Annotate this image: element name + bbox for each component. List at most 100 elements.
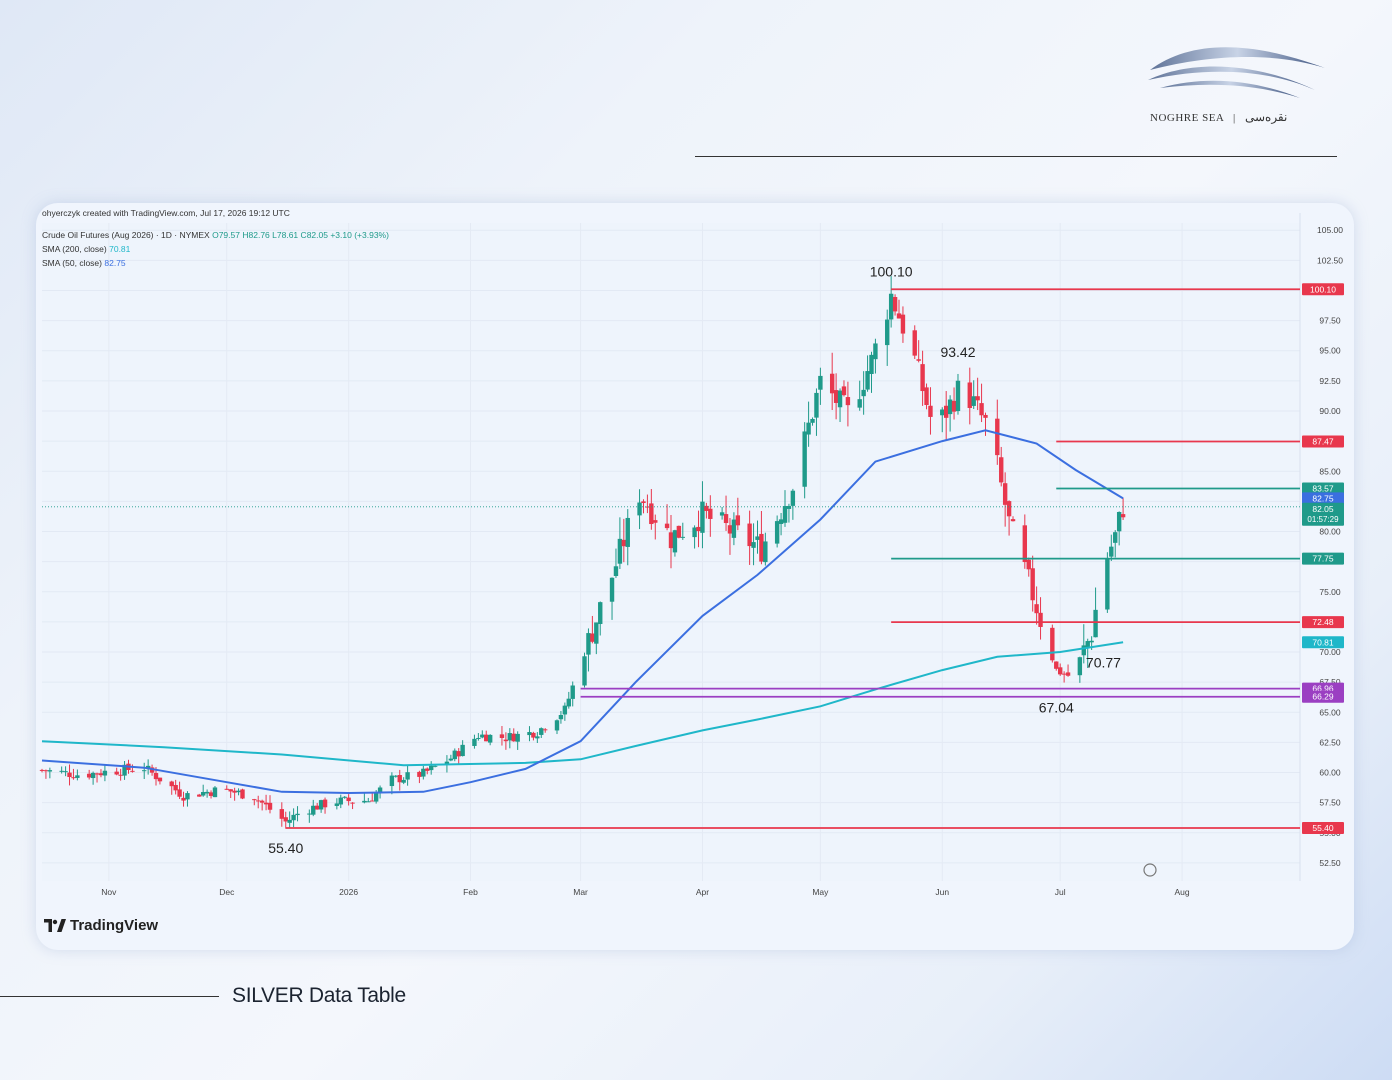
candle-body [558,715,564,720]
candle-body [224,788,229,790]
sma50-value: 82.75 [104,258,126,268]
candle-body [845,397,851,406]
candle-body [1026,559,1031,570]
price-annotation: 100.10 [870,263,913,279]
candle-body [955,380,961,412]
candle-body [252,799,257,801]
candle-body [63,771,68,773]
x-tick-label: May [812,887,829,897]
candle-body [543,729,548,731]
candle-body [586,633,591,655]
candle-body [967,382,972,408]
candle-body [928,405,933,417]
candle-body [153,773,159,780]
candle-body [1010,519,1016,522]
candle-body [181,797,186,801]
y-tick-label: 90.00 [1319,406,1341,416]
candle-body [841,386,847,396]
candle-body [873,343,878,360]
candle-body [782,506,788,523]
noghre-sea-logo [1148,47,1325,98]
candle-body [432,765,438,767]
candle-body [947,399,953,415]
candle-body [708,508,713,519]
candle-body [995,418,1000,456]
chart-card: 105.00102.50100.0097.5095.0092.5090.0087… [36,203,1354,950]
candle-body [810,418,815,423]
candle-body [515,733,520,742]
candle-body [208,792,214,796]
y-tick-label: 85.00 [1319,466,1341,476]
x-tick-label: Mar [573,887,588,897]
y-tick-label: 60.00 [1319,768,1341,778]
candle-body [814,392,819,418]
ohlc-close: 82.05 [306,230,328,240]
candle-body [122,764,127,776]
candle-body [1120,514,1126,518]
candle-body [837,390,843,408]
candle-body [590,633,595,642]
candle-body [425,768,430,771]
price-annotation: 70.77 [1086,655,1121,671]
candle-body [888,293,894,320]
candle-body [287,819,292,823]
candle-body [1057,667,1063,675]
candle-body [86,773,92,778]
y-tick-label: 102.50 [1317,255,1343,265]
candle-body [598,602,603,625]
ohlc-open: 79.57 [218,230,240,240]
current-price-value: 82.05 [1312,504,1334,514]
y-tick-label: 95.00 [1319,346,1341,356]
candle-body [118,774,123,776]
candle-body [924,387,929,406]
level-tag-bg [1302,482,1344,495]
candle-body [228,789,233,792]
brand-separator: | [1233,112,1236,124]
candle-body [704,505,709,511]
candle-body [1085,641,1090,648]
level-tag-bg [1302,690,1344,703]
candle-body [723,514,729,524]
candle-body [456,751,461,757]
candle-body [1022,525,1028,563]
candle-body [236,790,241,793]
candle-body [999,457,1004,483]
candle-body [829,373,835,394]
candle-body [322,799,328,808]
x-tick-label: Feb [463,887,478,897]
candle-body [865,371,870,390]
candle-body [460,744,465,757]
candle-body [594,622,599,644]
indicator-price-tag-bg [1302,636,1344,649]
candle-body [417,771,422,777]
candle-body [621,539,627,547]
candle-body [1034,604,1039,614]
ohlc-low: 78.61 [276,230,299,240]
candle-body [511,733,516,742]
candle-body [389,775,395,787]
candle-body [267,802,273,810]
brand-wordmark: NOGHRE SEA | نقره‌سی [1150,110,1287,125]
candle-body [169,781,174,787]
candle-body [920,364,925,392]
x-tick-label: Jun [935,887,949,897]
candle-body [200,792,206,796]
candle-body [1061,673,1067,675]
level-tag-text: 83.57 [1312,483,1334,493]
candle-body [668,532,674,549]
candle-body [39,769,45,771]
section-title: SILVER Data Table [232,984,406,1007]
candle-body [531,732,536,738]
candle-body [342,796,347,798]
candle-body [90,772,96,779]
current-price-tag-bg [1302,502,1344,526]
sma50-line [41,429,1124,795]
candle-body [185,793,190,800]
candle-body [869,354,874,375]
candle-body [1054,661,1059,669]
candle-body [802,431,807,487]
candle-body [554,720,560,731]
y-tick-label: 57.50 [1319,798,1341,808]
candle-body [362,800,367,803]
level-tag-text: 100.10 [1310,284,1336,294]
